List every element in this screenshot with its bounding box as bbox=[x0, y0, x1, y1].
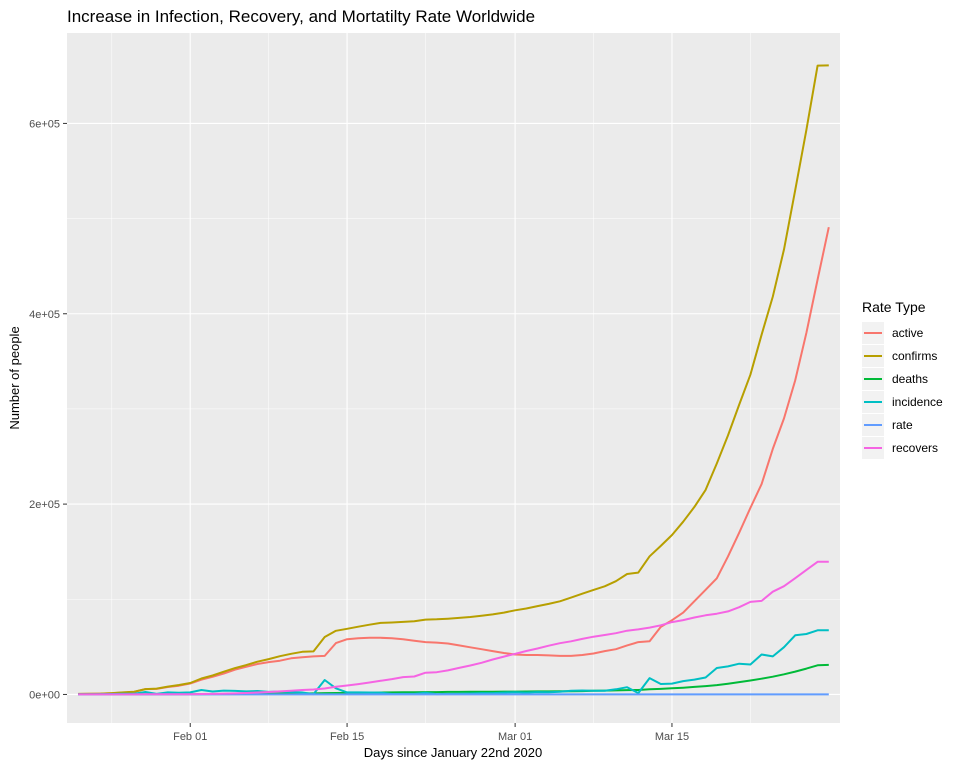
y-tick-label: 0e+00 bbox=[29, 689, 60, 701]
legend-item-recovers: recovers bbox=[862, 437, 938, 459]
x-tick-label: Mar 01 bbox=[498, 731, 532, 743]
legend-label-incidence: incidence bbox=[892, 395, 943, 409]
x-axis-title: Days since January 22nd 2020 bbox=[364, 745, 543, 760]
y-tick-label: 4e+05 bbox=[29, 309, 60, 321]
legend-item-deaths: deaths bbox=[862, 368, 928, 390]
legend-item-incidence: incidence bbox=[862, 391, 943, 413]
legend-item-active: active bbox=[862, 322, 924, 344]
legend-item-confirms: confirms bbox=[862, 345, 937, 367]
series-line-recovers bbox=[78, 560, 829, 696]
legend-title: Rate Type bbox=[862, 299, 926, 315]
y-axis-title: Number of people bbox=[7, 326, 22, 429]
series-lines bbox=[78, 64, 830, 696]
series-line-confirms bbox=[78, 64, 829, 695]
legend-label-recovers: recovers bbox=[892, 441, 938, 455]
y-tick-label: 2e+05 bbox=[29, 499, 60, 511]
legend-label-confirms: confirms bbox=[892, 349, 937, 363]
legend: Rate Type active confirms deaths incidence r… bbox=[862, 299, 943, 459]
chart-title: Increase in Infection, Recovery, and Mor… bbox=[67, 7, 535, 26]
x-tick-label: Feb 15 bbox=[330, 731, 364, 743]
legend-label-deaths: deaths bbox=[892, 372, 928, 386]
series-line-active bbox=[78, 226, 830, 695]
plot-panel bbox=[67, 33, 840, 723]
y-tick-label: 6e+05 bbox=[29, 118, 60, 130]
legend-item-rate: rate bbox=[862, 414, 913, 436]
x-tick-label: Feb 01 bbox=[173, 731, 207, 743]
legend-label-active: active bbox=[892, 326, 924, 340]
legend-label-rate: rate bbox=[892, 418, 913, 432]
x-tick-label: Mar 15 bbox=[655, 731, 689, 743]
x-axis: Feb 01 Feb 15 Mar 01 Mar 15 bbox=[173, 723, 689, 743]
minor-gridlines bbox=[67, 33, 840, 723]
y-axis: 0e+00 2e+05 4e+05 6e+05 bbox=[29, 118, 67, 701]
